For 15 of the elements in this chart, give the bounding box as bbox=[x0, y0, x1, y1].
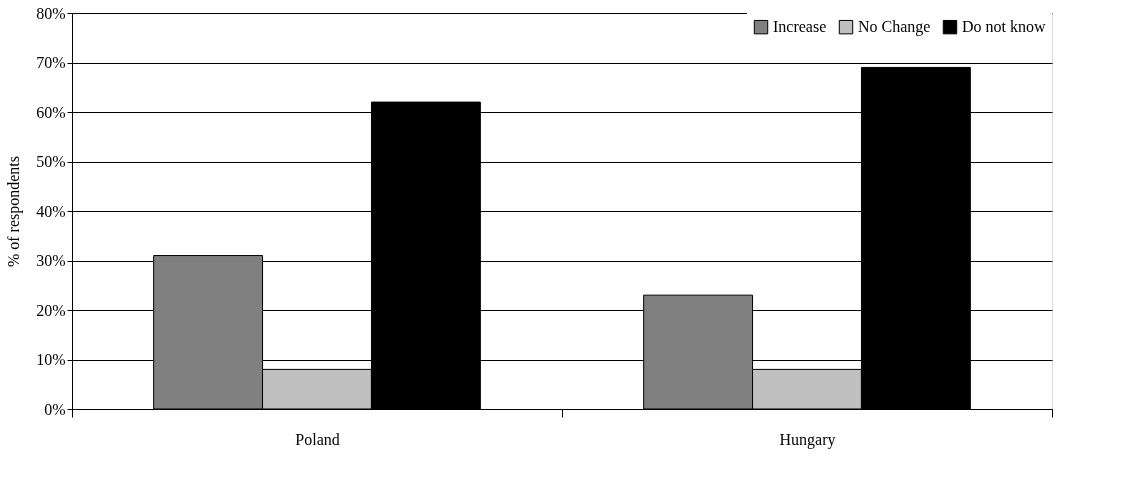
x-tick-label: Poland bbox=[295, 430, 340, 448]
legend-label: No Change bbox=[858, 18, 931, 37]
y-tick-label: 50% bbox=[36, 153, 66, 170]
legend-label: Increase bbox=[773, 18, 827, 36]
y-tick-label: 30% bbox=[36, 252, 66, 269]
y-tick-label: 20% bbox=[36, 301, 66, 319]
x-tick-label: Hungary bbox=[779, 430, 836, 449]
legend-label: Do not know bbox=[962, 18, 1046, 36]
y-tick-label: 70% bbox=[36, 54, 66, 71]
y-tick-label: 40% bbox=[36, 202, 66, 220]
y-tick-label: 80% bbox=[36, 4, 66, 22]
y-tick-label: 10% bbox=[36, 351, 66, 368]
y-axis-title: % of respondents bbox=[5, 155, 24, 268]
y-tick-label: 60% bbox=[36, 103, 66, 121]
y-tick-label: 0% bbox=[44, 400, 66, 418]
